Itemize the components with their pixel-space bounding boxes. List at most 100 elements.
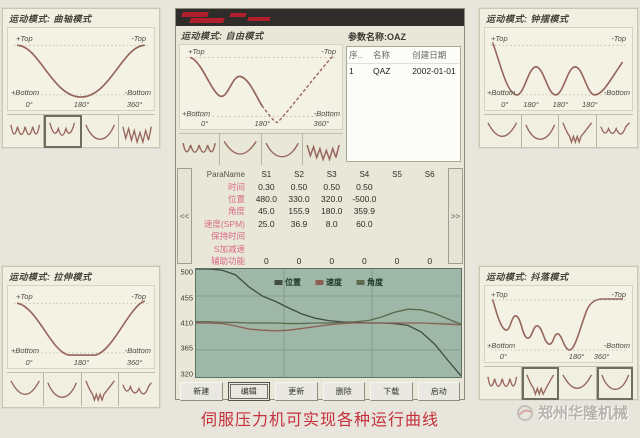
watermark: 郑州华隆机械: [516, 402, 628, 423]
row-label: 保持时间: [210, 231, 245, 242]
grid-row-s-accel[interactable]: S加减速: [194, 242, 446, 254]
ytick-410: 410: [180, 318, 193, 328]
label-plus-top: +Top: [16, 292, 33, 301]
cell[interactable]: 320.0: [321, 193, 343, 204]
grid-row-holdtime[interactable]: 保持时间: [194, 230, 446, 242]
cell[interactable]: 36.9: [290, 218, 308, 229]
cell[interactable]: 60.0: [356, 218, 373, 229]
curve-thumbnail[interactable]: [220, 134, 262, 165]
cell[interactable]: 8.0: [325, 218, 338, 229]
start-button[interactable]: 启动: [417, 382, 460, 401]
curve-thumbnail[interactable]: [484, 115, 522, 148]
label-plus-bottom: +Bottom: [487, 88, 516, 97]
legend-item: 位置: [274, 277, 301, 288]
cell[interactable]: 359.9: [353, 206, 375, 217]
grid-header-s4: S4: [359, 169, 370, 179]
scroll-left-button[interactable]: <<: [177, 168, 192, 264]
grid-header-s2: S2: [294, 169, 304, 179]
scroll-right-button[interactable]: >>: [448, 168, 463, 264]
watermark-text: 郑州华隆机械: [537, 405, 628, 422]
label-minus-bottom: -Bottom: [603, 88, 630, 97]
shake-thumbnails: [484, 366, 633, 400]
parameter-grid[interactable]: ParaName S1 S2 S3 S4 S5 S6 时间 0.30 0.50 …: [192, 168, 448, 267]
curve-thumbnail[interactable]: [7, 373, 45, 406]
label-minus-top: -Top: [611, 290, 626, 299]
cell[interactable]: 0: [263, 255, 269, 266]
update-button[interactable]: 更新: [275, 382, 318, 401]
curve-thumbnail[interactable]: [597, 115, 634, 148]
cell[interactable]: 0: [329, 255, 335, 266]
curve-thumbnail[interactable]: [179, 134, 221, 165]
curve-thumbnail[interactable]: [262, 134, 303, 165]
curve-thumbnail-selected[interactable]: [596, 367, 633, 400]
curve-thumbnail[interactable]: [82, 373, 119, 406]
legend-label: 角度: [367, 278, 383, 287]
grid-row-angle[interactable]: 角度 45.0 155.9 180.0 359.9: [194, 205, 446, 217]
col-index: 序..: [349, 50, 363, 60]
curve-thumbnail[interactable]: [119, 115, 155, 148]
label-plus-top: +Top: [491, 34, 508, 43]
ytick-500: 500: [180, 267, 193, 277]
tick-0: 0°: [25, 358, 33, 367]
curve-thumbnail[interactable]: [484, 367, 522, 400]
cell[interactable]: 180.0: [321, 206, 343, 217]
parameter-list-title: 参数名称:OAZ: [348, 32, 406, 42]
edit-button[interactable]: 编辑: [227, 382, 270, 401]
curve-thumbnail[interactable]: [559, 115, 597, 148]
cell[interactable]: 0: [361, 255, 367, 266]
delete-button[interactable]: 删除: [322, 382, 365, 401]
parameter-list[interactable]: 序.. 名称 创建日期 1 QAZ 2002-01-01: [346, 46, 461, 162]
download-button[interactable]: 下载: [370, 382, 413, 401]
curve-thumbnail[interactable]: [303, 134, 343, 165]
cell[interactable]: 0.50: [323, 181, 340, 192]
watermark-logo-icon: [516, 404, 533, 421]
chart-y-axis: 500 455 410 365 320: [178, 268, 195, 378]
cell[interactable]: 0.50: [290, 181, 308, 192]
tick-360: 360°: [313, 119, 330, 128]
label-plus-bottom: +Bottom: [11, 346, 40, 355]
label-plus-top: +Top: [491, 290, 508, 299]
draw-thumbnails: [7, 372, 155, 406]
cell[interactable]: 0: [394, 255, 400, 266]
curve-thumbnail[interactable]: [44, 373, 82, 406]
cell[interactable]: 0.50: [356, 181, 373, 192]
cell[interactable]: 155.9: [288, 206, 310, 217]
grid-header-s5: S5: [392, 169, 402, 179]
tick-360: 360°: [593, 352, 610, 361]
tick-360: 360°: [126, 100, 143, 109]
grid-row-aux-function[interactable]: 辅助功能 0 0 0 0 0 0: [194, 255, 446, 267]
curve-thumbnail-selected[interactable]: [521, 367, 559, 400]
curve-thumbnail[interactable]: [7, 115, 45, 148]
row-label: 辅助功能: [210, 255, 245, 266]
panel-crank-title: 运动模式: 曲轴模式: [9, 14, 92, 24]
cell[interactable]: 480.0: [255, 193, 277, 204]
curve-thumbnail-selected[interactable]: [44, 115, 82, 148]
ytick-365: 365: [180, 343, 193, 353]
curve-thumbnail[interactable]: [119, 373, 155, 406]
grid-header-s6: S6: [424, 169, 435, 179]
grid-row-position[interactable]: 位置 480.0 330.0 320.0 -500.0: [194, 193, 446, 205]
cell[interactable]: 0: [427, 255, 433, 266]
grid-row-time[interactable]: 时间 0.30 0.50 0.50 0.50: [194, 180, 446, 192]
new-button[interactable]: 新建: [180, 382, 223, 401]
label-minus-top: -Top: [321, 47, 336, 56]
cell[interactable]: 330.0: [288, 193, 310, 204]
parameter-list-row[interactable]: 1 QAZ 2002-01-01: [347, 64, 460, 78]
panel-draw-title: 运动模式: 拉伸模式: [9, 272, 92, 282]
curve-thumbnail[interactable]: [82, 115, 119, 148]
tick-180: 180°: [73, 100, 90, 109]
grid-row-speed[interactable]: 速度(SPM) 25.0 36.9 8.0 60.0: [194, 218, 446, 230]
parameter-list-header: 序.. 名称 创建日期: [347, 47, 460, 64]
cell[interactable]: -500.0: [352, 193, 377, 204]
cell[interactable]: 25.0: [258, 218, 275, 229]
pendulum-thumbnails: [484, 114, 633, 148]
cell[interactable]: 45.0: [258, 206, 275, 217]
cell[interactable]: 0.30: [258, 181, 275, 192]
tick-360: 360°: [126, 358, 143, 367]
curve-thumbnail[interactable]: [559, 367, 597, 400]
panel-draw-mode: 运动模式: 拉伸模式 +Top -Top +Bottom -Bottom 0° …: [2, 266, 160, 408]
curve-thumbnail[interactable]: [522, 115, 559, 148]
legend-swatch: [356, 280, 364, 285]
crank-curve-plot: +Top -Top +Bottom -Bottom 0° 180° 360°: [7, 27, 155, 111]
cell[interactable]: 0: [296, 255, 302, 266]
